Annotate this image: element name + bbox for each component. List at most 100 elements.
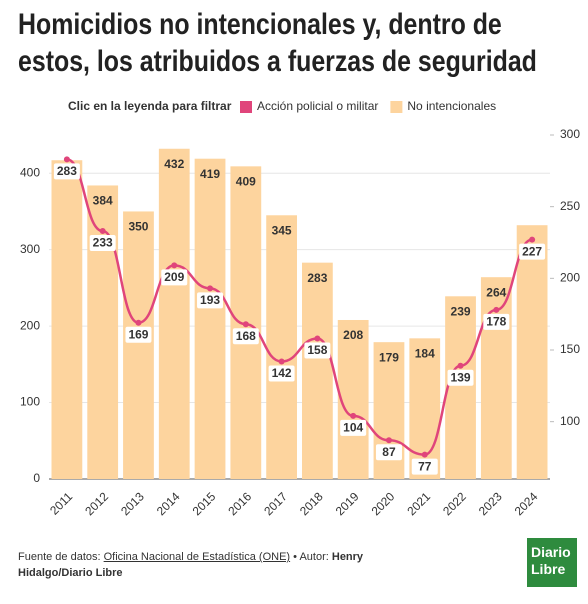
source-label: Fuente de datos: bbox=[18, 551, 101, 563]
point bbox=[242, 321, 249, 328]
line-value-box bbox=[89, 235, 116, 252]
bar-value-label: 283 bbox=[307, 271, 327, 285]
x-tick-label: 2016 bbox=[225, 489, 254, 518]
bar bbox=[337, 319, 369, 479]
x-tick-label: 2019 bbox=[333, 489, 362, 518]
line-value-box bbox=[53, 163, 80, 180]
line-value-label: 227 bbox=[522, 244, 542, 258]
logo-text: Diario bbox=[531, 544, 571, 560]
y2-tick-label: 100 bbox=[560, 414, 580, 428]
legend-swatch[interactable] bbox=[390, 101, 403, 113]
line-value-label: 169 bbox=[128, 327, 148, 341]
line-value-label: 77 bbox=[418, 459, 432, 473]
logo-text: Libre bbox=[531, 561, 566, 577]
bar bbox=[51, 160, 83, 479]
point bbox=[63, 156, 70, 163]
bar-value-label: 264 bbox=[486, 285, 506, 299]
bar-value-label: 345 bbox=[272, 223, 292, 237]
point bbox=[314, 335, 321, 342]
line-value-box bbox=[232, 328, 259, 345]
line-value-label: 209 bbox=[164, 270, 184, 284]
author: Henry Hidalgo/Diario Libre bbox=[18, 551, 364, 579]
line-value-label: 139 bbox=[451, 370, 471, 384]
point bbox=[421, 451, 428, 458]
x-tick-label: 2020 bbox=[369, 489, 398, 518]
line-value-box bbox=[197, 292, 224, 309]
author-label: • Autor: bbox=[293, 551, 329, 563]
point bbox=[207, 285, 214, 292]
point bbox=[99, 228, 106, 235]
y-tick-label: 400 bbox=[20, 165, 40, 179]
line-value-box bbox=[519, 243, 546, 260]
footer: Fuente de datos: Oficina Nacional de Est… bbox=[18, 549, 438, 581]
line-value-label: 178 bbox=[486, 315, 506, 329]
point bbox=[457, 362, 464, 369]
line-value-label: 168 bbox=[236, 329, 256, 343]
bar bbox=[87, 185, 119, 479]
point bbox=[135, 319, 142, 326]
legend-swatch[interactable] bbox=[240, 101, 252, 113]
y-tick-label: 100 bbox=[20, 395, 40, 409]
y2-tick-label: 200 bbox=[560, 271, 580, 285]
x-tick-label: 2013 bbox=[118, 489, 147, 518]
y2-tick-label: 150 bbox=[560, 342, 580, 356]
line-value-label: 158 bbox=[307, 343, 327, 357]
logo: Diario Libre bbox=[527, 538, 577, 587]
y-tick-label: 0 bbox=[33, 471, 40, 485]
line-value-box bbox=[125, 326, 152, 343]
y2-tick-label: 300 bbox=[560, 127, 580, 141]
y2-tick-label: 250 bbox=[560, 199, 580, 213]
point bbox=[350, 412, 357, 419]
legend-label[interactable]: Acción policial o militar bbox=[257, 99, 378, 113]
x-tick-label: 2011 bbox=[47, 489, 75, 517]
bar bbox=[194, 158, 226, 479]
line-value-label: 283 bbox=[57, 164, 77, 178]
bar-value-label: 432 bbox=[164, 157, 184, 171]
y-tick-label: 200 bbox=[20, 318, 40, 332]
bar bbox=[302, 262, 333, 479]
line-value-box bbox=[340, 419, 367, 436]
line-value-label: 233 bbox=[93, 236, 113, 250]
x-tick-label: 2015 bbox=[190, 489, 219, 518]
point bbox=[493, 306, 500, 313]
bar-value-label: 239 bbox=[451, 304, 471, 318]
x-tick-label: 2021 bbox=[404, 489, 433, 518]
point bbox=[385, 437, 392, 444]
bar bbox=[445, 296, 476, 479]
line-value-label: 193 bbox=[200, 293, 220, 307]
bar-value-label: 384 bbox=[93, 194, 113, 208]
legend-label[interactable]: No intencionales bbox=[407, 99, 496, 113]
line-value-box bbox=[375, 444, 402, 461]
x-tick-label: 2024 bbox=[512, 489, 541, 518]
line-value-box bbox=[447, 369, 474, 386]
line-value-box bbox=[161, 269, 188, 286]
chart-title: Homicidios no intencionales y, dentro de… bbox=[18, 8, 537, 78]
source-link[interactable]: Oficina Nacional de Estadística (ONE) bbox=[103, 551, 291, 563]
bar-value-label: 208 bbox=[343, 328, 363, 342]
bar bbox=[266, 215, 297, 479]
line-value-box bbox=[483, 313, 510, 330]
bar-value-label: 409 bbox=[236, 175, 256, 189]
point bbox=[278, 358, 285, 365]
bar bbox=[123, 211, 154, 479]
line-value-label: 87 bbox=[382, 445, 396, 459]
point bbox=[529, 236, 536, 243]
x-tick-label: 2023 bbox=[476, 489, 505, 518]
bar bbox=[158, 148, 190, 479]
line-value-label: 104 bbox=[343, 421, 363, 435]
x-tick-label: 2012 bbox=[82, 489, 111, 518]
y-tick-label: 300 bbox=[20, 242, 40, 256]
line-value-box bbox=[268, 365, 295, 382]
bar bbox=[516, 225, 548, 479]
bar-value-label: 350 bbox=[128, 220, 148, 234]
x-tick-label: 2022 bbox=[440, 489, 469, 518]
bar-value-label: 179 bbox=[379, 350, 399, 364]
legend-hint: Clic en la leyenda para filtrar bbox=[68, 99, 232, 113]
line-value-label: 142 bbox=[272, 366, 292, 380]
point bbox=[171, 262, 178, 269]
x-tick-label: 2014 bbox=[154, 489, 183, 518]
line-value-box bbox=[411, 458, 438, 475]
line-value-box bbox=[304, 342, 331, 359]
